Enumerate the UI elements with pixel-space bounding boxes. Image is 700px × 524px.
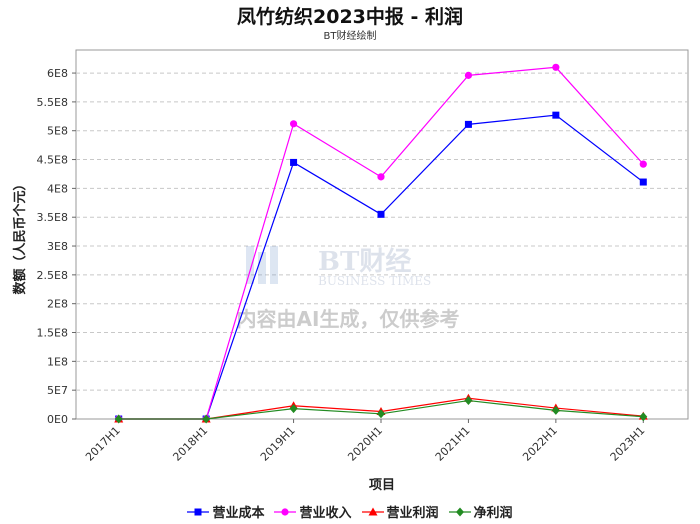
- chart-subtitle: BT财经绘制: [323, 31, 377, 42]
- watermark-logo-bar-2: [258, 252, 266, 284]
- x-tick-label: 2017H1: [83, 424, 123, 464]
- data-point: [639, 412, 648, 422]
- watermark-logo-sub: BUSINESS TIMES: [318, 274, 431, 288]
- legend-label: 营业收入: [299, 506, 352, 521]
- y-tick-label: 5E8: [47, 125, 68, 138]
- legend-marker: [368, 507, 377, 515]
- data-point: [552, 63, 560, 71]
- data-point: [377, 409, 385, 419]
- y-axis-title: 数额（人民币个元）: [12, 177, 28, 294]
- legend-swatch: [448, 507, 471, 516]
- y-tick-label: 1.5E8: [37, 327, 68, 340]
- x-axis: 2017H1 2018H1 2019H1 2020H1 2021H1 2022H1 2023…: [83, 419, 647, 464]
- data-point: [552, 111, 560, 119]
- chart-title: 凤竹纺织2023中报 - 利润: [237, 6, 463, 28]
- legend-item: 营业成本: [187, 502, 264, 521]
- watermark-notice: 内容由AI生成，仅供参考: [237, 307, 460, 331]
- legend-swatch: [361, 507, 384, 515]
- data-point: [639, 160, 647, 168]
- gridlines: [76, 72, 688, 391]
- x-tick-label: 2020H1: [345, 424, 385, 464]
- legend-marker: [281, 507, 290, 516]
- x-tick-label: 2021H1: [433, 424, 473, 464]
- legend-marker: [194, 508, 202, 515]
- series-layer: [114, 63, 648, 424]
- watermark-logo-bar-1: [246, 246, 254, 284]
- y-tick-label: 5.5E8: [37, 96, 68, 109]
- data-point: [377, 210, 385, 218]
- legend-marker: [455, 507, 464, 516]
- data-point: [114, 414, 123, 424]
- data-point: [377, 173, 385, 181]
- y-tick-label: 6E8: [47, 67, 68, 80]
- legend-label: 营业成本: [212, 506, 265, 521]
- y-axis: 0E0 5E7 1E8 1.5E8 2E8 2.5E8 3E8 3.5E8 4E8 4.5E8 5E…: [37, 67, 76, 426]
- series-3: [114, 396, 648, 424]
- x-axis-title: 项目: [369, 478, 395, 493]
- y-tick-label: 4E8: [47, 182, 68, 195]
- legend-item: 营业收入: [274, 502, 352, 521]
- watermark-logo-text: BT财经: [318, 246, 411, 277]
- line-chart: BT财经 BUSINESS TIMES 内容由AI生成，仅供参考 0E0 5E7 1…: [12, 49, 689, 493]
- data-point: [464, 71, 473, 79]
- legend-swatch: [274, 507, 297, 516]
- x-tick-label: 2019H1: [258, 424, 298, 464]
- data-point: [464, 396, 473, 406]
- legend-label: 营业利润: [386, 506, 439, 521]
- plot-area: [75, 49, 689, 420]
- y-tick-label: 4.5E8: [37, 154, 68, 167]
- legend-label: 净利润: [473, 506, 513, 521]
- y-tick-label: 1E8: [47, 355, 68, 368]
- y-tick-label: 2.5E8: [37, 269, 68, 282]
- legend-swatch: [187, 508, 210, 515]
- legend-item: 营业利润: [361, 502, 439, 521]
- y-tick-label: 3E8: [47, 240, 68, 253]
- watermark: BT财经 BUSINESS TIMES: [246, 246, 431, 288]
- data-point: [639, 178, 647, 186]
- legend: 营业成本 营业收入 营业利润 净利润: [0, 502, 700, 521]
- x-tick-label: 2023H1: [608, 424, 648, 464]
- y-tick-label: 5E7: [47, 384, 68, 397]
- x-tick-label: 2022H1: [520, 424, 560, 464]
- data-point: [289, 404, 298, 414]
- data-point: [464, 120, 472, 128]
- y-tick-label: 2E8: [47, 298, 68, 311]
- watermark-logo-bar-3: [270, 246, 278, 284]
- y-tick-label: 3.5E8: [37, 211, 68, 224]
- data-point: [551, 405, 560, 415]
- data-point: [289, 120, 298, 128]
- y-tick-label: 0E0: [47, 413, 68, 426]
- legend-item: 净利润: [448, 502, 513, 521]
- x-tick-label: 2018H1: [170, 424, 210, 464]
- data-point: [202, 414, 211, 424]
- data-point: [290, 158, 298, 166]
